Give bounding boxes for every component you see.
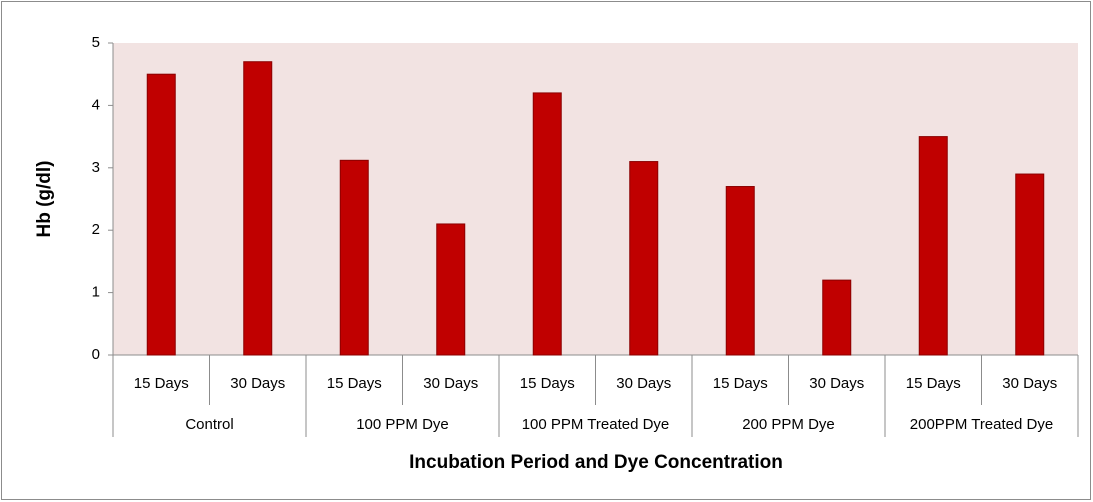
group-label: 100 PPM Treated Dye <box>522 416 670 433</box>
x-tick-label: 15 Days <box>134 375 189 392</box>
x-tick-label: 15 Days <box>906 375 961 392</box>
group-label: 100 PPM Dye <box>356 416 449 433</box>
y-tick-label: 4 <box>92 96 100 113</box>
y-tick-label: 3 <box>92 159 100 176</box>
x-tick-label: 15 Days <box>520 375 575 392</box>
bar <box>629 161 659 356</box>
x-tick-label: 30 Days <box>1002 375 1057 392</box>
x-axis-title: Incubation Period and Dye Concentration <box>409 452 783 473</box>
x-tick-label: 30 Days <box>230 375 285 392</box>
y-tick-label: 0 <box>92 346 100 363</box>
bar <box>436 223 466 356</box>
y-axis-title: Hb (g/dl) <box>34 160 55 237</box>
y-tick-label: 5 <box>92 34 100 51</box>
x-tick-label: 15 Days <box>713 375 768 392</box>
x-tick-label: 15 Days <box>327 375 382 392</box>
x-tick-label: 30 Days <box>423 375 478 392</box>
bar <box>339 159 369 356</box>
bar <box>146 73 176 356</box>
x-tick-label: 30 Days <box>809 375 864 392</box>
y-tick-label: 2 <box>92 221 100 238</box>
group-label: 200PPM Treated Dye <box>910 416 1053 433</box>
x-tick-label: 30 Days <box>616 375 671 392</box>
plot-area <box>113 43 1078 355</box>
bar <box>243 61 273 356</box>
bar <box>532 92 562 356</box>
group-label: Control <box>185 416 233 433</box>
group-label: 200 PPM Dye <box>742 416 835 433</box>
y-tick-label: 1 <box>92 284 100 301</box>
bar <box>822 279 852 356</box>
bar <box>725 186 755 356</box>
bar <box>918 136 948 356</box>
bar <box>1015 173 1045 356</box>
